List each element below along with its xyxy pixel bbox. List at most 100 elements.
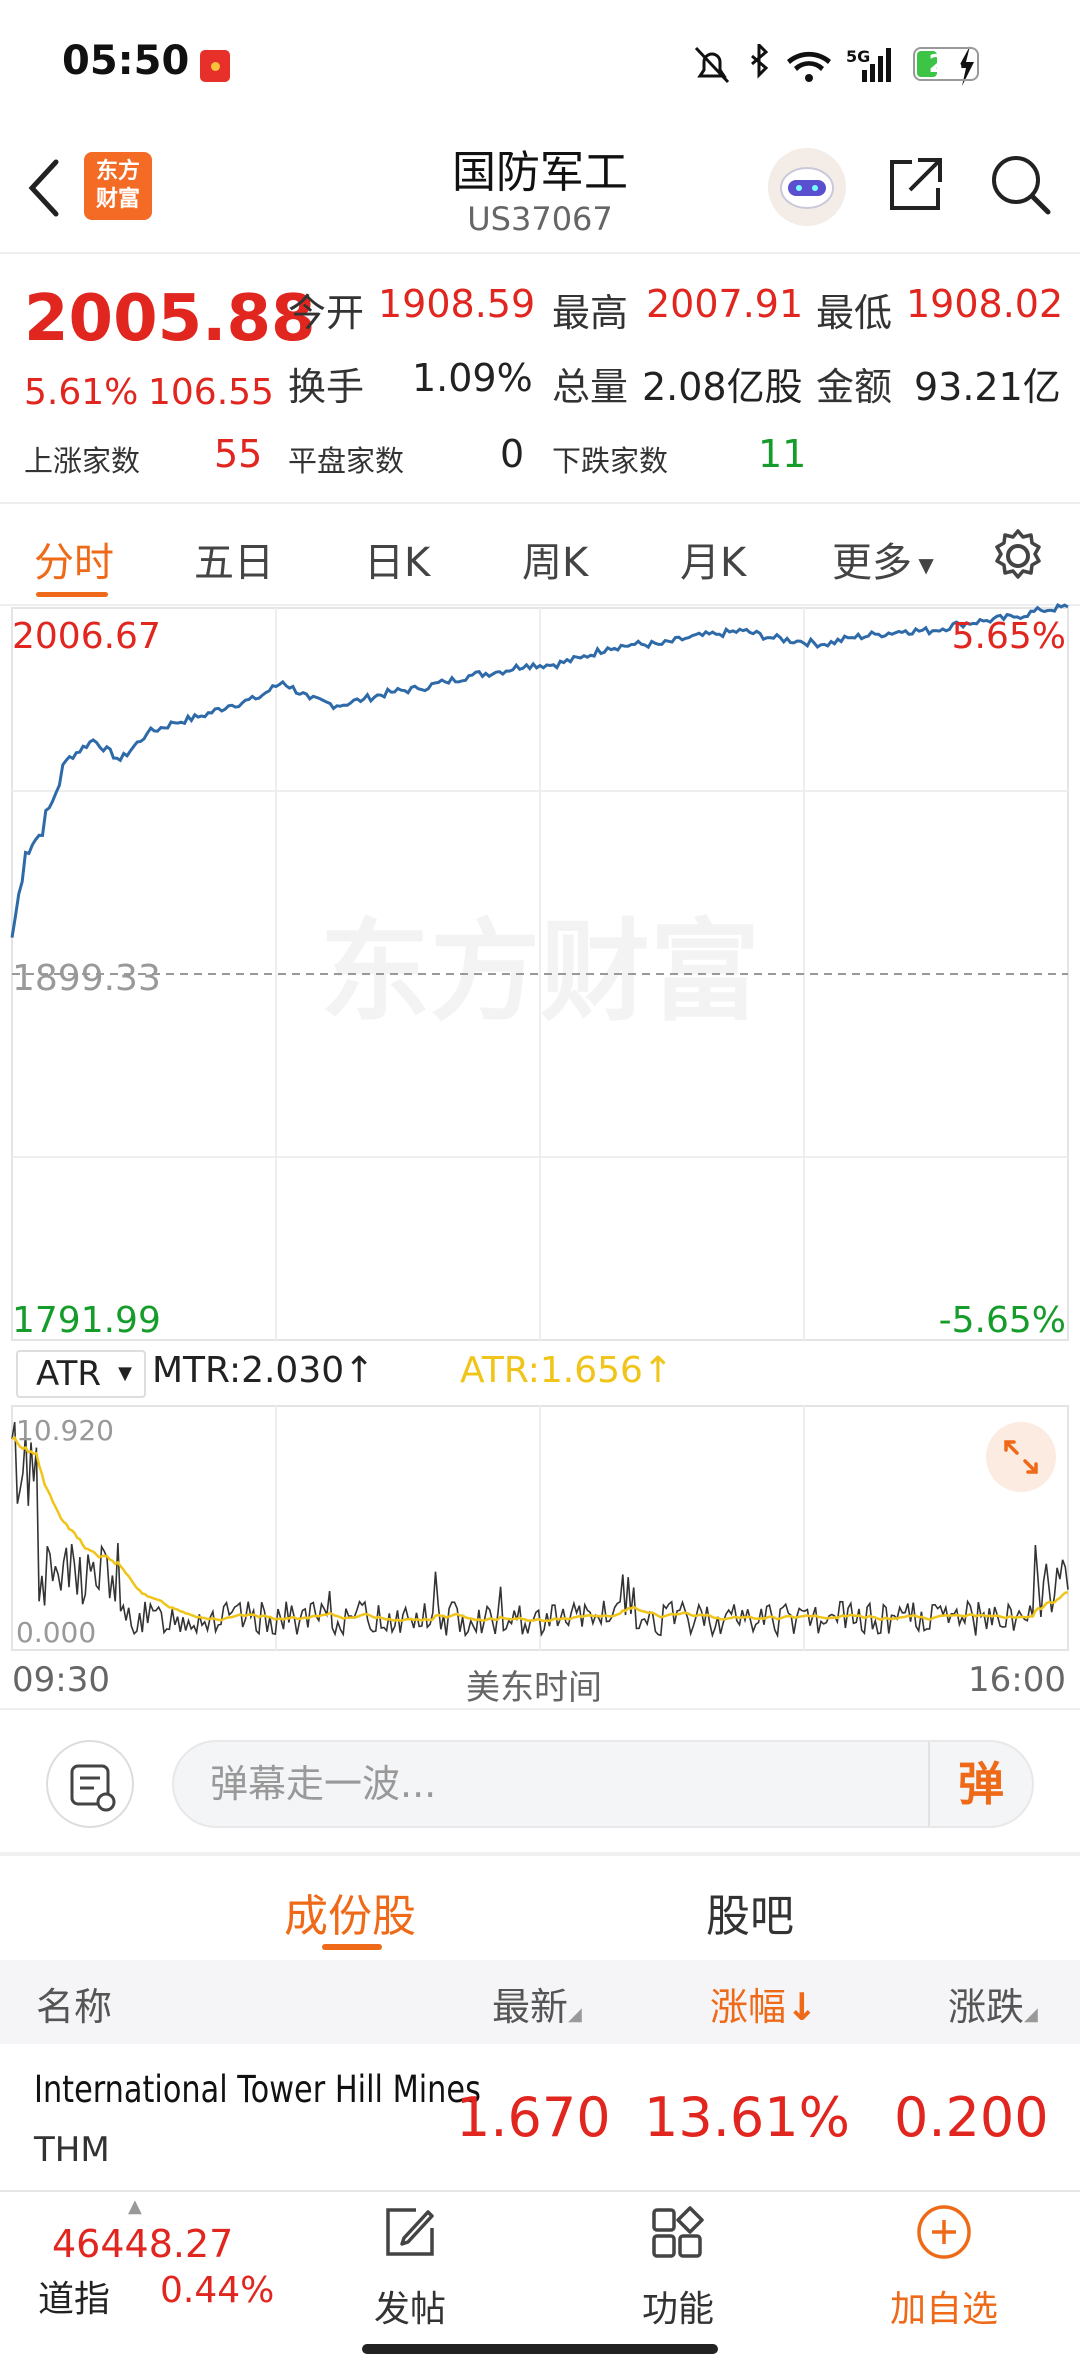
advancers-count: 55 <box>214 432 263 476</box>
tab-daily-k[interactable]: 日K <box>364 540 431 586</box>
sort-icon: ◢ <box>568 2004 582 2025</box>
volume-value: 2.08亿股 <box>642 365 803 409</box>
share-icon[interactable] <box>884 152 948 216</box>
atr-max-label: 10.920 <box>16 1414 114 1447</box>
time-start: 09:30 <box>12 1660 110 1700</box>
low-value: 1908.02 <box>906 282 1064 326</box>
battery-icon: 23 <box>913 47 979 81</box>
red-packet-icon <box>200 50 230 82</box>
sort-desc-icon: ↓ <box>786 1985 818 2029</box>
col-latest-header[interactable]: 最新◢ <box>492 1985 582 2029</box>
tab-monthly-k[interactable]: 月K <box>680 540 747 586</box>
grid-apps-icon <box>652 2206 704 2258</box>
mtr-value: MTR:2.030↑ <box>152 1350 375 1391</box>
stock-pct: 13.61% <box>644 2086 850 2149</box>
unchanged-count: 0 <box>500 432 525 476</box>
col-name-header: 名称 <box>36 1985 113 2029</box>
stock-latest: 1.670 <box>456 2086 611 2149</box>
tab-constituents[interactable]: 成份股 <box>284 1891 416 1942</box>
settings-gear-icon[interactable] <box>990 528 1046 584</box>
quote-divider <box>0 502 1080 504</box>
col-pct-header[interactable]: 涨幅↓ <box>710 1985 818 2029</box>
mute-bell-icon <box>694 46 730 84</box>
wifi-icon <box>787 51 831 82</box>
index-value[interactable]: 46448.27 <box>52 2222 234 2266</box>
danmaku-input[interactable]: 弹幕走一波... <box>172 1740 1034 1828</box>
watermark: 东方财富 <box>320 908 760 1036</box>
index-percent: 0.44% <box>160 2270 275 2311</box>
expand-icon <box>1004 1440 1038 1474</box>
signal-icon <box>862 48 891 82</box>
active-tab-indicator <box>36 592 108 597</box>
change-amount: 106.55 <box>148 372 274 413</box>
stock-name: International Tower Hill Mines <box>34 2068 481 2111</box>
stock-change: 0.200 <box>894 2086 1049 2149</box>
turnover-label: 换手 <box>288 365 365 409</box>
open-value: 1908.59 <box>378 282 536 326</box>
tab-forum[interactable]: 股吧 <box>706 1891 794 1942</box>
time-end: 16:00 <box>968 1660 1066 1700</box>
danmaku-send-button[interactable]: 弹 <box>928 1742 1032 1826</box>
chart-bottom-divider <box>0 1708 1080 1710</box>
functions-button[interactable]: 功能 <box>598 2202 758 2332</box>
indicator-select[interactable]: ATR ▼ <box>16 1350 146 1398</box>
danmaku-settings-icon <box>70 1764 116 1812</box>
danmaku-settings-button[interactable] <box>46 1740 134 1828</box>
time-zone-label: 美东时间 <box>466 1668 602 1708</box>
app-logo: 东方 财富 <box>84 152 152 220</box>
price-line <box>10 602 1069 938</box>
subtab-indicator <box>322 1944 382 1950</box>
advancers-label: 上涨家数 <box>24 444 141 478</box>
search-icon[interactable] <box>988 152 1054 218</box>
tab-intraday[interactable]: 分时 <box>34 540 114 586</box>
collapse-arrow-icon[interactable]: ▲ <box>128 2196 142 2217</box>
index-name: 道指 <box>38 2279 111 2320</box>
y-max-label: 2006.67 <box>12 616 161 657</box>
decliners-count: 11 <box>758 432 807 476</box>
add-circle-icon <box>917 2205 971 2259</box>
page-title: 国防军工 <box>452 147 628 198</box>
dropdown-arrow-icon: ▼ <box>118 1363 132 1384</box>
table-header <box>0 1960 1080 2044</box>
battery-level: 23 <box>928 49 964 78</box>
edit-icon <box>386 2208 434 2256</box>
network-type: 5G <box>846 47 870 66</box>
dropdown-arrow-icon: ▼ <box>912 553 934 577</box>
charging-icon <box>958 46 974 86</box>
atr-chart: 10.920 0.000 <box>11 1405 1069 1651</box>
sort-icon: ◢ <box>1024 2004 1038 2025</box>
amount-label: 金额 <box>816 365 893 409</box>
amount-value: 93.21亿 <box>914 365 1061 409</box>
add-watchlist-button[interactable]: 加自选 <box>864 2202 1024 2332</box>
y-base-label: 1899.33 <box>12 958 161 999</box>
tab-five-day[interactable]: 五日 <box>194 540 274 586</box>
tab-more[interactable]: 更多 ▼ <box>832 540 934 586</box>
bluetooth-icon <box>751 44 769 79</box>
back-icon[interactable] <box>24 158 64 218</box>
intraday-chart[interactable]: 东方财富 2006.67 5.65% 1899.33 1791.99 -5.65… <box>0 0 1080 1360</box>
col-change-header[interactable]: 涨跌◢ <box>948 1985 1038 2029</box>
tab-weekly-k[interactable]: 周K <box>522 540 589 586</box>
low-label: 最低 <box>816 291 893 335</box>
section-divider <box>0 1852 1080 1856</box>
post-button[interactable]: 发帖 <box>330 2202 490 2332</box>
y-min-label: 1791.99 <box>12 1300 161 1341</box>
status-icons: 5G <box>694 44 974 86</box>
atr-min-label: 0.000 <box>16 1616 96 1649</box>
high-label: 最高 <box>552 291 629 335</box>
atr-value: ATR:1.656↑ <box>460 1350 674 1391</box>
atr-line <box>11 1436 1069 1623</box>
status-time: 05:50 <box>62 38 190 84</box>
y-max-pct-label: 5.65% <box>952 616 1066 657</box>
tabs-divider <box>0 604 1080 606</box>
assistant-robot-icon[interactable] <box>768 148 846 226</box>
y-min-pct-label: -5.65% <box>939 1300 1066 1341</box>
header-divider <box>0 252 1080 254</box>
stock-code: THM <box>34 2130 110 2170</box>
unchanged-label: 平盘家数 <box>288 444 405 478</box>
current-price: 2005.88 <box>24 282 316 356</box>
open-label: 今开 <box>288 291 365 335</box>
decliners-label: 下跌家数 <box>552 444 669 478</box>
turnover-value: 1.09% <box>412 356 533 400</box>
expand-chart-button[interactable] <box>986 1422 1056 1492</box>
